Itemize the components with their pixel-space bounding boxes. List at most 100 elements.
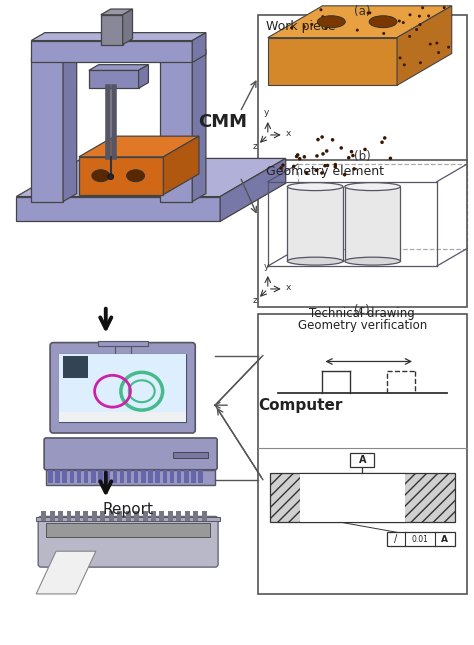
Circle shape: [321, 152, 325, 155]
Bar: [159, 511, 164, 521]
Text: (c): (c): [355, 304, 370, 317]
Ellipse shape: [318, 15, 345, 28]
Polygon shape: [268, 6, 452, 37]
Circle shape: [380, 141, 384, 144]
Circle shape: [328, 21, 331, 24]
Ellipse shape: [92, 170, 110, 182]
Polygon shape: [397, 6, 452, 85]
Ellipse shape: [345, 183, 401, 191]
Text: (b): (b): [354, 150, 371, 163]
Bar: [66, 511, 72, 521]
Text: A: A: [358, 455, 366, 465]
Text: CMM: CMM: [198, 113, 247, 131]
Text: x: x: [286, 283, 291, 292]
Text: (a): (a): [354, 5, 371, 18]
Circle shape: [383, 136, 386, 140]
Circle shape: [352, 167, 356, 171]
Bar: [168, 511, 173, 521]
Bar: [350, 453, 374, 467]
Circle shape: [281, 163, 285, 167]
Ellipse shape: [345, 257, 401, 265]
Bar: [120, 470, 124, 482]
Circle shape: [108, 174, 114, 180]
Polygon shape: [164, 136, 199, 195]
Bar: [46, 523, 210, 537]
Polygon shape: [192, 33, 206, 63]
Bar: [91, 470, 96, 482]
Circle shape: [363, 148, 367, 151]
Bar: [77, 470, 81, 482]
Bar: [100, 511, 105, 521]
Text: x: x: [286, 130, 291, 139]
Circle shape: [339, 146, 343, 150]
Circle shape: [302, 155, 306, 159]
Polygon shape: [63, 50, 77, 201]
Bar: [258, 160, 466, 307]
Circle shape: [382, 32, 385, 35]
Bar: [345, 186, 401, 261]
Bar: [127, 470, 131, 482]
Bar: [59, 412, 186, 422]
Polygon shape: [31, 50, 77, 57]
Bar: [387, 532, 455, 546]
Bar: [193, 511, 198, 521]
Circle shape: [310, 23, 313, 26]
Bar: [98, 341, 147, 346]
Polygon shape: [101, 9, 133, 15]
Circle shape: [447, 46, 450, 48]
Text: y: y: [264, 262, 270, 271]
Circle shape: [402, 21, 405, 24]
FancyBboxPatch shape: [38, 517, 218, 567]
Text: /: /: [394, 534, 398, 544]
Circle shape: [325, 26, 328, 30]
Circle shape: [295, 155, 299, 158]
Circle shape: [316, 138, 320, 141]
Bar: [199, 470, 203, 482]
Polygon shape: [220, 159, 286, 221]
Polygon shape: [79, 136, 199, 157]
Circle shape: [321, 15, 324, 18]
Bar: [134, 511, 139, 521]
Text: A: A: [441, 535, 448, 544]
Text: Geometry verification: Geometry verification: [298, 319, 427, 332]
Bar: [59, 353, 186, 422]
Polygon shape: [36, 551, 96, 594]
Bar: [36, 517, 220, 521]
Circle shape: [389, 21, 392, 24]
Circle shape: [331, 21, 335, 25]
Bar: [59, 353, 186, 422]
Circle shape: [315, 154, 319, 158]
Polygon shape: [123, 9, 133, 45]
Bar: [70, 470, 74, 482]
Circle shape: [403, 63, 406, 66]
Circle shape: [415, 28, 418, 31]
Bar: [84, 470, 88, 482]
Polygon shape: [161, 50, 206, 57]
Bar: [134, 470, 138, 482]
Circle shape: [409, 14, 411, 16]
Bar: [83, 511, 88, 521]
Bar: [177, 470, 182, 482]
Circle shape: [398, 19, 401, 23]
Polygon shape: [89, 64, 148, 70]
Circle shape: [298, 157, 301, 161]
Circle shape: [350, 150, 353, 154]
Circle shape: [323, 164, 327, 168]
Bar: [191, 470, 196, 482]
Circle shape: [419, 23, 421, 26]
Bar: [202, 511, 207, 521]
Polygon shape: [31, 41, 192, 63]
FancyBboxPatch shape: [44, 438, 217, 470]
Bar: [155, 470, 160, 482]
Bar: [176, 511, 182, 521]
Polygon shape: [101, 15, 123, 45]
Circle shape: [347, 156, 351, 159]
Circle shape: [305, 172, 309, 175]
Bar: [46, 470, 215, 484]
Circle shape: [408, 35, 411, 38]
Bar: [126, 511, 131, 521]
Bar: [141, 470, 146, 482]
FancyBboxPatch shape: [50, 342, 195, 433]
Circle shape: [399, 57, 401, 59]
Circle shape: [419, 61, 422, 64]
